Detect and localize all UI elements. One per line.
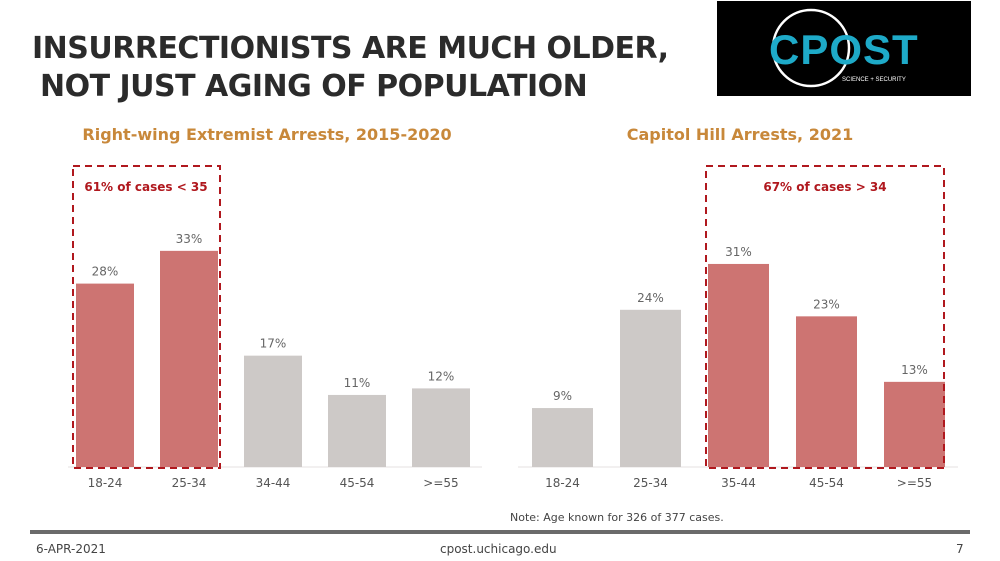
chart-1-annotation: 67% of cases > 34	[763, 180, 886, 194]
footer-page-number: 7	[956, 542, 964, 556]
chart-0-tick-label: >=55	[423, 476, 458, 490]
chart-0-annotation-box	[72, 165, 221, 469]
chart-1-tick-label: 25-34	[633, 476, 668, 490]
footer-date: 6-APR-2021	[36, 542, 106, 556]
chart-1-data-label: 13%	[901, 363, 928, 377]
chart-1-bar-45-54	[796, 316, 857, 467]
footer-url: cpost.uchicago.edu	[440, 542, 557, 556]
chart-1-bar-18-24	[532, 408, 593, 467]
chart-1-data-label: 31%	[725, 245, 752, 259]
chart-0-bar-18-24	[76, 283, 134, 467]
chart-1-tick-label: 18-24	[545, 476, 580, 490]
chart-0-data-label: 11%	[344, 376, 371, 390]
chart-1-bar-35-44	[708, 263, 769, 467]
slide-title-line-1: INSURRECTIONISTS ARE MUCH OLDER,	[32, 31, 669, 66]
chart-1-tick-label: >=55	[897, 476, 932, 490]
svg-text:SCIENCE + SECURITY: SCIENCE + SECURITY	[842, 77, 906, 83]
cpost-logo: CPOST SCIENCE + SECURITY	[717, 1, 971, 96]
chart-1-data-label: 23%	[813, 297, 840, 311]
chart-1-annotation-box	[705, 165, 945, 469]
chart-0-tick-label: 18-24	[88, 476, 123, 490]
chart-0-bar->=55	[412, 388, 470, 467]
chart-title-right-wing: Right-wing Extremist Arrests, 2015-2020	[82, 125, 452, 144]
chart-note: Note: Age known for 326 of 377 cases.	[510, 511, 724, 524]
chart-title-capitol-hill: Capitol Hill Arrests, 2021	[626, 125, 854, 144]
chart-1-data-label: 24%	[637, 291, 664, 305]
chart-0-data-label: 33%	[176, 232, 203, 246]
chart-0-bar-25-34	[160, 250, 218, 467]
chart-0-tick-label: 34-44	[256, 476, 291, 490]
chart-0-annotation: 61% of cases < 35	[84, 180, 207, 194]
chart-0-data-label: 28%	[92, 265, 119, 279]
chart-0-data-label: 17%	[260, 337, 287, 351]
chart-0-bar-45-54	[328, 394, 386, 467]
footer-divider	[30, 530, 970, 534]
chart-0-bar-34-44	[244, 355, 302, 467]
chart-0-tick-label: 45-54	[340, 476, 375, 490]
chart-0-data-label: 12%	[428, 369, 455, 383]
chart-1-tick-label: 45-54	[809, 476, 844, 490]
chart-1-bar-25-34	[620, 309, 681, 467]
chart-1-tick-label: 35-44	[721, 476, 756, 490]
slide-title-line-2: NOT JUST AGING OF POPULATION	[40, 69, 588, 104]
chart-1-data-label: 9%	[553, 389, 572, 403]
chart-0-tick-label: 25-34	[172, 476, 207, 490]
svg-text:CPOST: CPOST	[769, 26, 919, 73]
slide-title: INSURRECTIONISTS ARE MUCH OLDER, NOT JUS…	[32, 30, 669, 106]
chart-1-bar->=55	[884, 381, 945, 467]
